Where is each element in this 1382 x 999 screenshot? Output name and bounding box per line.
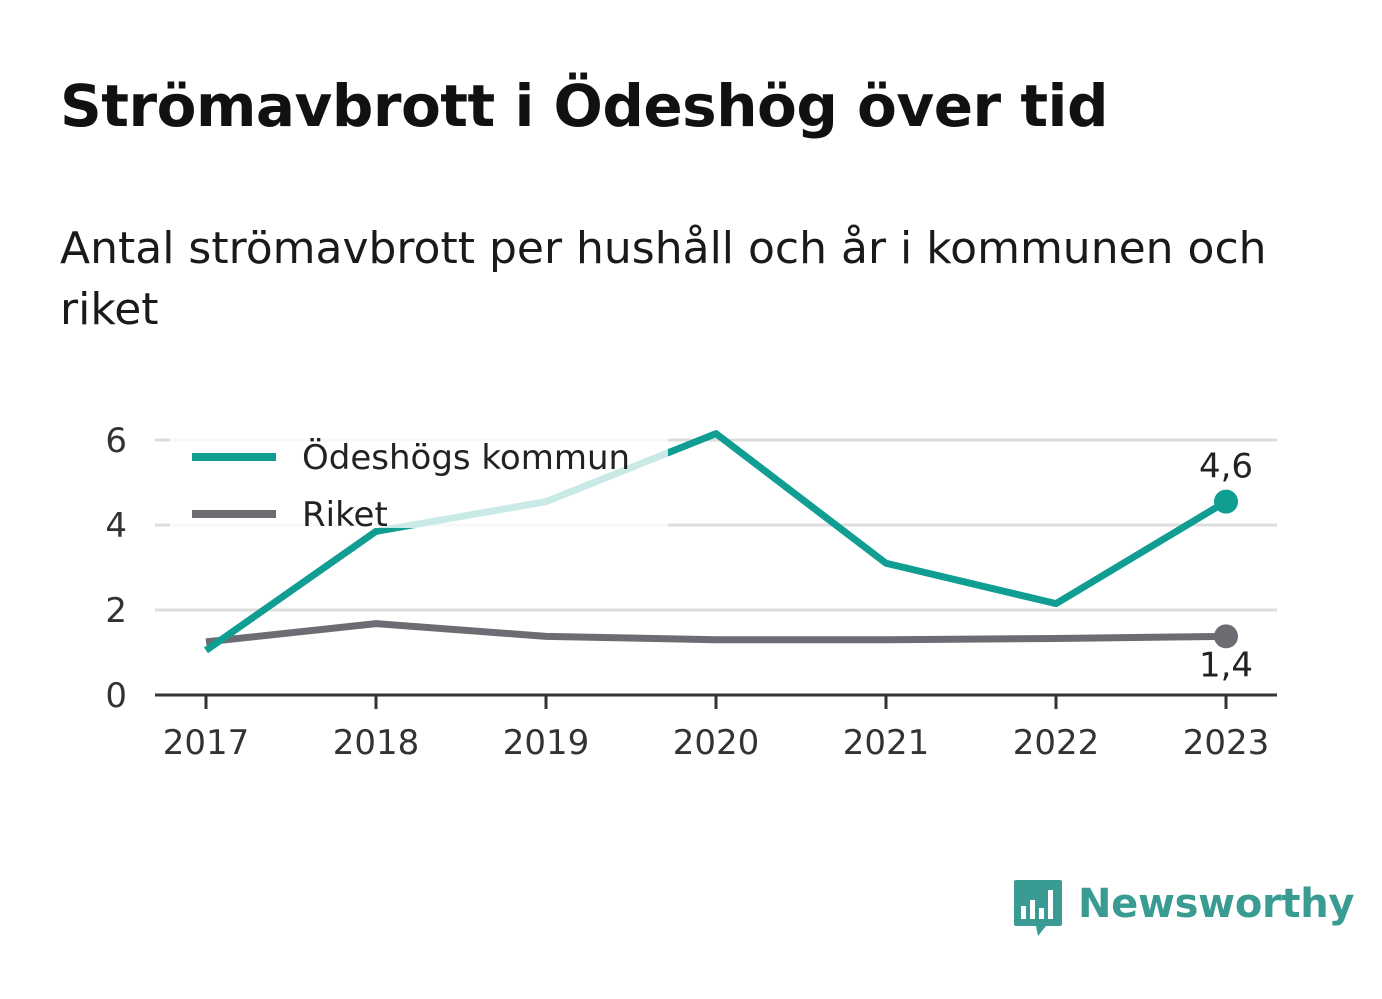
x-tick-label: 2023 xyxy=(1183,723,1270,763)
series-line-riket xyxy=(205,620,1227,646)
y-tick-label: 6 xyxy=(105,421,127,461)
y-axis-ticks: 0 2 4 6 xyxy=(105,421,127,716)
x-tick-label: 2019 xyxy=(503,723,590,763)
y-tick-label: 0 xyxy=(105,676,127,716)
series-line-kommun xyxy=(203,430,1228,654)
x-tick-label: 2020 xyxy=(673,723,760,763)
data-point-riket xyxy=(1214,624,1238,649)
brand-logo: Newsworthy xyxy=(1012,878,1355,940)
y-tick-label: 4 xyxy=(105,506,127,546)
x-tick-label: 2022 xyxy=(1013,723,1100,763)
chart-title: Strömavbrott i Ödeshög över tid xyxy=(60,72,1108,140)
end-labels: 4,6 1,4 xyxy=(1199,447,1253,686)
end-label-riket: 1,4 xyxy=(1199,645,1253,685)
y-tick-label: 2 xyxy=(105,591,127,631)
x-axis-ticks: 2017 2018 2019 2020 2021 2022 2023 xyxy=(163,695,1270,763)
legend: Ödeshögs kommun Riket xyxy=(170,428,668,535)
end-label-kommun: 4,6 xyxy=(1199,447,1253,487)
data-point-kommun xyxy=(1214,489,1238,514)
legend-label: Ödeshögs kommun xyxy=(302,437,630,478)
brand-name: Newsworthy xyxy=(1078,881,1355,927)
series-lines xyxy=(203,430,1238,654)
chart-subtitle: Antal strömavbrott per hushåll och år i … xyxy=(60,223,1267,335)
x-tick-label: 2021 xyxy=(843,723,930,763)
bar-chart-speech-bubble-icon xyxy=(1014,880,1062,936)
x-tick-label: 2018 xyxy=(333,723,420,763)
legend-label: Riket xyxy=(302,495,388,535)
x-tick-label: 2017 xyxy=(163,723,250,763)
